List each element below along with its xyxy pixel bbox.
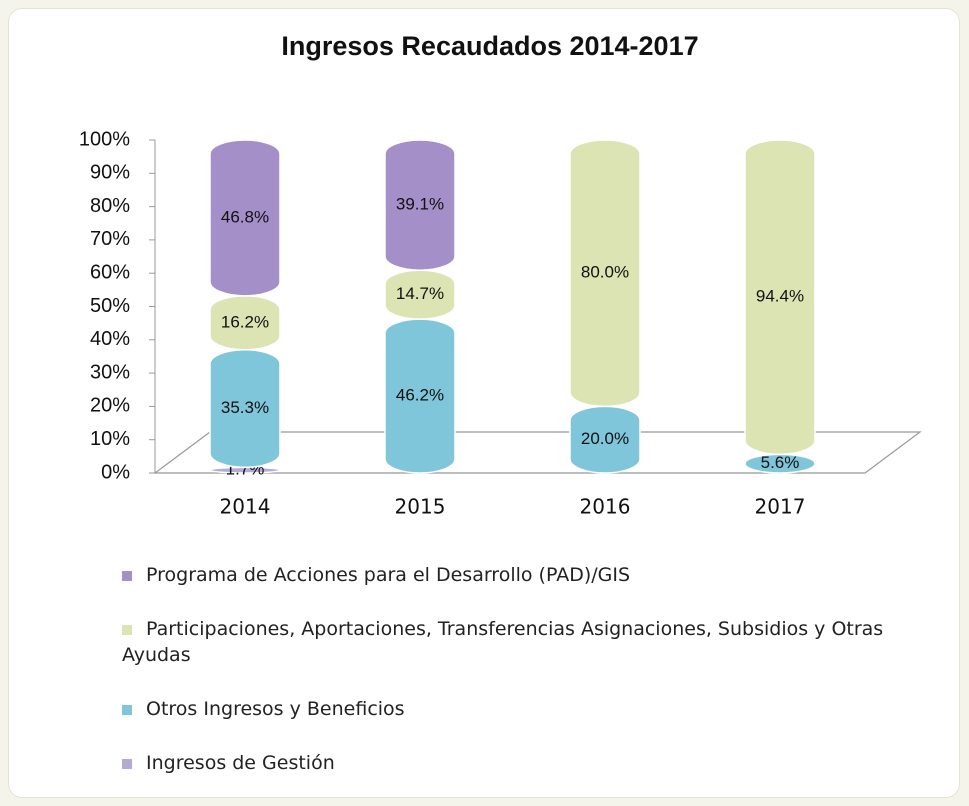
chart-title: Ingresos Recaudados 2014-2017 — [281, 31, 698, 61]
legend-item: Programa de Acciones para el Desarrollo … — [122, 562, 922, 588]
x-tick-label: 2017 — [755, 495, 806, 519]
bar-segment — [569, 139, 641, 408]
bar-segment — [744, 139, 816, 456]
y-tick-label: 40% — [90, 328, 130, 350]
legend-swatch — [122, 704, 132, 715]
legend-item: Participaciones, Aportaciones, Transfere… — [122, 616, 922, 668]
data-label: 5.6% — [761, 453, 800, 472]
bar-segment — [209, 139, 281, 297]
legend-item: Otros Ingresos y Beneficios — [122, 696, 922, 722]
legend-label: Otros Ingresos y Beneficios — [146, 698, 405, 720]
data-label: 94.4% — [756, 287, 804, 306]
x-tick-label: 2016 — [580, 495, 631, 519]
y-tick-label: 60% — [90, 261, 130, 283]
legend-label: Programa de Acciones para el Desarrollo … — [146, 564, 631, 586]
data-label: 14.7% — [396, 284, 444, 303]
data-label: 80.0% — [581, 263, 629, 282]
data-label: 46.2% — [396, 386, 444, 405]
x-tick-label: 2014 — [220, 495, 271, 519]
legend-item: Ingresos de Gestión — [122, 750, 922, 776]
x-tick-label: 2015 — [395, 495, 446, 519]
floor — [153, 431, 922, 474]
legend-swatch — [122, 758, 132, 769]
data-label: 39.1% — [396, 195, 444, 214]
y-tick-label: 50% — [90, 295, 130, 317]
y-tick-label: 80% — [90, 195, 130, 217]
y-tick-label: 30% — [90, 361, 130, 383]
legend: Programa de Acciones para el Desarrollo … — [122, 562, 922, 804]
legend-swatch — [122, 570, 132, 581]
y-tick-label: 90% — [90, 162, 130, 184]
y-tick-label: 20% — [90, 395, 130, 417]
legend-label: Ingresos de Gestión — [146, 752, 335, 774]
y-tick-label: 0% — [101, 461, 130, 483]
y-tick-label: 10% — [90, 428, 130, 450]
legend-swatch — [122, 624, 132, 635]
data-label: 46.8% — [221, 207, 269, 226]
data-label: 16.2% — [221, 312, 269, 331]
data-label: 35.3% — [221, 398, 269, 417]
y-tick-label: 100% — [79, 128, 130, 150]
data-label: 20.0% — [581, 429, 629, 448]
bar-segment — [384, 139, 456, 271]
legend-label: Participaciones, Aportaciones, Transfere… — [122, 618, 884, 666]
y-tick-label: 70% — [90, 228, 130, 250]
